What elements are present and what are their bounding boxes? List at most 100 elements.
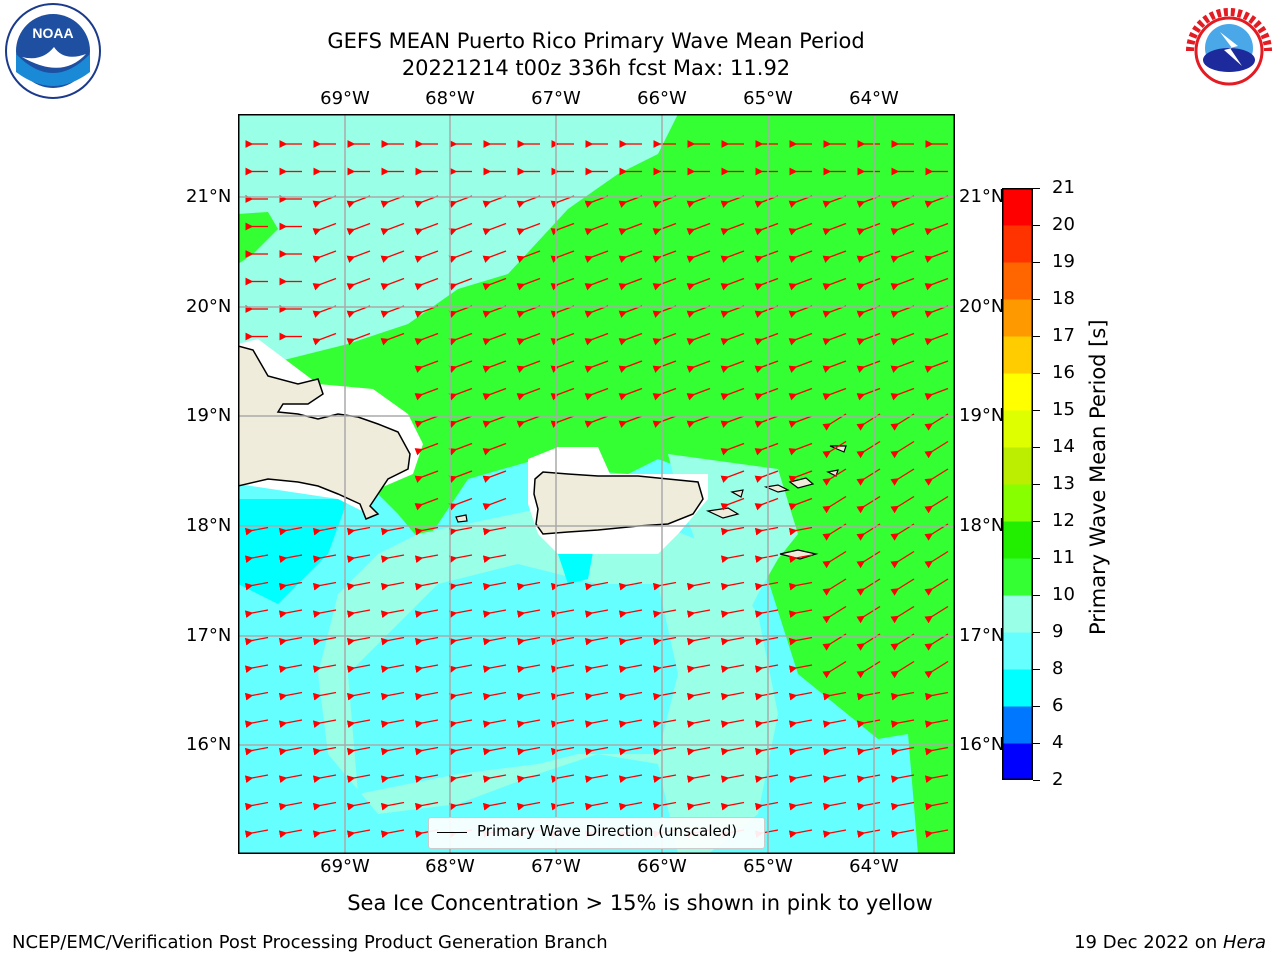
wave-arrow-244 xyxy=(890,495,915,514)
footer-host: Hera xyxy=(1222,932,1266,953)
wave-arrow-271 xyxy=(788,554,813,564)
wave-arrow-353 xyxy=(720,664,745,674)
wave-arrow-344 xyxy=(414,664,439,674)
wave-arrow-306 xyxy=(550,609,575,619)
wave-arrow-73 xyxy=(584,222,609,236)
wave-arrow-426 xyxy=(346,774,371,784)
graticule xyxy=(238,114,955,854)
colorbar-tick-mark xyxy=(1033,557,1040,559)
wave-arrow-279 xyxy=(346,581,371,591)
colorbar-tick-mark xyxy=(1033,261,1040,263)
wave-arrow-409 xyxy=(482,746,507,756)
wave-arrow-226 xyxy=(414,470,439,483)
wave-arrow-483 xyxy=(856,829,881,839)
wave-arrow-174 xyxy=(618,360,643,373)
wave-arrow-229 xyxy=(720,470,745,483)
wave-arrow-68 xyxy=(414,222,439,236)
wave-arrow-283 xyxy=(482,581,507,591)
wave-arrow-383 xyxy=(312,719,337,729)
wave-arrow-451 xyxy=(482,801,507,811)
wave-arrow-289 xyxy=(686,581,711,591)
wave-arrow-326 xyxy=(516,636,541,646)
wave-arrow-115 xyxy=(584,277,609,291)
wave-arrow-400 xyxy=(890,719,915,729)
wave-arrow-242 xyxy=(822,495,847,514)
wave-arrow-108 xyxy=(346,277,371,291)
wave-arrow-247 xyxy=(278,526,303,536)
wave-arrow-89 xyxy=(414,250,439,263)
wave-arrow-417 xyxy=(754,746,779,756)
wave-arrow-98 xyxy=(720,250,745,263)
lat-label-left-18: 18°N xyxy=(186,515,232,536)
wave-arrow-172 xyxy=(550,360,575,373)
wave-arrow-303 xyxy=(448,609,473,619)
lon-label-top-65: 65°W xyxy=(743,88,793,109)
wave-arrow-71 xyxy=(516,222,541,236)
colorbar-tick-mark xyxy=(1033,668,1040,670)
wave-arrow-363 xyxy=(346,691,371,701)
wave-arrow-121 xyxy=(788,277,813,291)
wave-arrow-287 xyxy=(618,581,643,591)
wave-arrow-193 xyxy=(720,387,745,401)
lon-label-bottom-69: 69°W xyxy=(320,856,370,877)
wave-arrow-274 xyxy=(890,550,915,569)
wave-arrow-228 xyxy=(482,470,507,483)
wave-arrow-79 xyxy=(788,222,813,236)
colorbar-tick-label: 9 xyxy=(1052,621,1064,642)
land-tortola xyxy=(788,477,815,489)
wave-arrow-399 xyxy=(856,719,881,729)
colorbar-tick-label: 16 xyxy=(1052,362,1075,383)
legend-line-swatch xyxy=(437,832,467,833)
wave-arrow-371 xyxy=(618,691,643,701)
wave-arrow-388 xyxy=(482,719,507,729)
wave-arrow-455 xyxy=(618,801,643,811)
lat-label-right-19: 19°N xyxy=(959,405,1005,426)
wave-arrow-438 xyxy=(754,774,779,784)
wave-arrow-424 xyxy=(278,774,303,784)
colorbar-swatch-2 xyxy=(1002,669,1033,707)
wave-arrow-343 xyxy=(380,664,405,674)
wave-arrow-364 xyxy=(380,691,405,701)
sea-10-11 xyxy=(268,114,955,854)
wave-arrow-120 xyxy=(754,277,779,291)
lat-label-right-21: 21°N xyxy=(959,186,1005,207)
sea-6-8-south-pr xyxy=(558,552,593,584)
wave-arrow-408 xyxy=(448,746,473,756)
colorbar-tick-label: 13 xyxy=(1052,473,1075,494)
lat-label-left-16: 16°N xyxy=(186,734,232,755)
wave-arrow-263 xyxy=(312,554,337,564)
wave-arrow-396 xyxy=(754,719,779,729)
wave-arrow-468 xyxy=(346,829,371,839)
wave-arrow-182 xyxy=(890,360,915,373)
wave-arrow-340 xyxy=(278,664,303,674)
colorbar-swatch-10 xyxy=(1002,373,1033,411)
wave-arrow-374 xyxy=(720,691,745,701)
wave-arrow-270 xyxy=(754,554,779,564)
wave-arrow-341 xyxy=(312,664,337,674)
wave-arrow-93 xyxy=(550,250,575,263)
wave-arrow-66 xyxy=(346,222,371,236)
wave-arrow-164 xyxy=(822,332,847,346)
wave-arrow-273 xyxy=(856,550,881,569)
wave-arrow-195 xyxy=(788,387,813,401)
wave-arrow-384 xyxy=(346,719,371,729)
wave-arrow-168 xyxy=(414,360,439,373)
wave-arrow-76 xyxy=(686,222,711,236)
wave-arrow-72 xyxy=(550,222,575,236)
colorbar-tick-mark xyxy=(1033,224,1040,226)
land-virgin-gorda xyxy=(826,469,839,477)
wave-arrow-460 xyxy=(788,801,813,811)
wave-arrow-177 xyxy=(720,360,745,373)
wave-arrow-366 xyxy=(448,691,473,701)
wave-arrow-272 xyxy=(822,550,847,569)
wave-arrow-297 xyxy=(244,609,269,619)
wave-arrow-402 xyxy=(244,746,269,756)
wave-arrow-410 xyxy=(516,746,541,756)
colorbar-tick-label: 12 xyxy=(1052,510,1075,531)
wave-arrow-411 xyxy=(550,746,575,756)
lon-label-top-68: 68°W xyxy=(425,88,475,109)
wave-arrow-362 xyxy=(312,691,337,701)
wave-arrow-253 xyxy=(482,526,507,536)
wave-arrow-457 xyxy=(686,801,711,811)
wave-arrow-441 xyxy=(856,774,881,784)
